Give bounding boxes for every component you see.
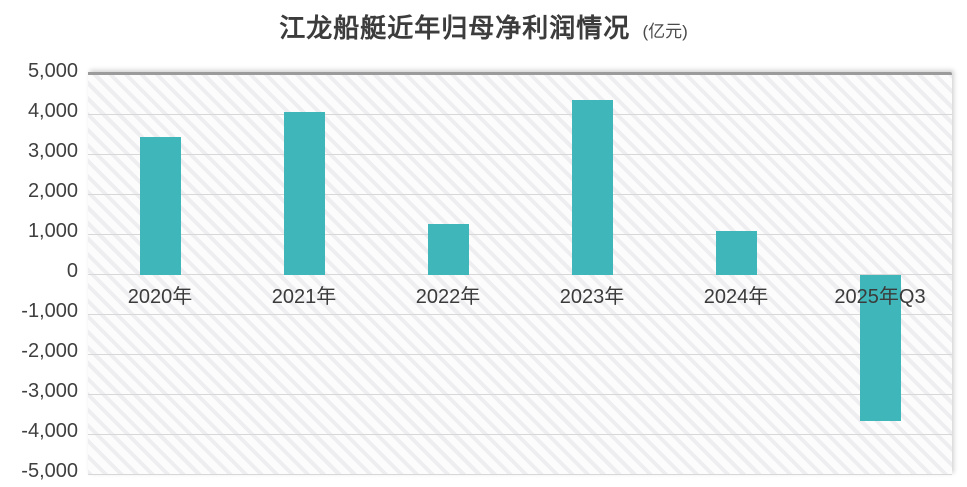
gridline (88, 114, 952, 115)
y-tick-label: 2,000 (27, 180, 78, 202)
gridline (88, 194, 952, 195)
bar-2021年 (283, 111, 325, 275)
x-axis-label: 2020年 (127, 286, 193, 308)
x-axis-label: 2022年 (415, 286, 481, 308)
chart-title-text: 江龙船艇近年归母净利润情况 (279, 13, 631, 43)
y-tick-label: 3,000 (27, 140, 78, 162)
bar-2025年Q3 (859, 275, 901, 421)
chart-unit-label: (亿元) (642, 22, 688, 41)
x-axis-label: 2023年 (559, 286, 625, 308)
gridline (88, 314, 952, 315)
gridline (88, 274, 952, 275)
bar-2022年 (427, 223, 469, 275)
y-tick-label: 0 (66, 260, 78, 282)
gridline (88, 234, 952, 235)
y-tick-label: -3,000 (21, 380, 78, 402)
plot-area: 2020年 2021年 2022年 2023年 2024年 2025年Q3 (88, 72, 952, 475)
x-axis-label: 2025年Q3 (834, 286, 926, 308)
chart-title: 江龙船艇近年归母净利润情况 (亿元) (0, 8, 967, 45)
gridline (88, 354, 952, 355)
bar-2024年 (715, 231, 757, 275)
gridline (88, 394, 952, 395)
gridline (88, 474, 952, 475)
y-tick-label: -1,000 (21, 300, 78, 322)
y-tick-label: 4,000 (27, 100, 78, 122)
x-axis-label: 2024年 (703, 286, 769, 308)
y-tick-label: -5,000 (21, 460, 78, 482)
y-tick-label: 1,000 (27, 220, 78, 242)
y-tick-label: 5,000 (27, 60, 78, 82)
y-tick-label: -2,000 (21, 340, 78, 362)
x-axis-label: 2021年 (271, 286, 337, 308)
y-tick-label: -4,000 (21, 420, 78, 442)
bar-2020年 (139, 137, 181, 275)
bar-2023年 (571, 99, 613, 275)
gridline (88, 154, 952, 155)
gridline (88, 434, 952, 435)
